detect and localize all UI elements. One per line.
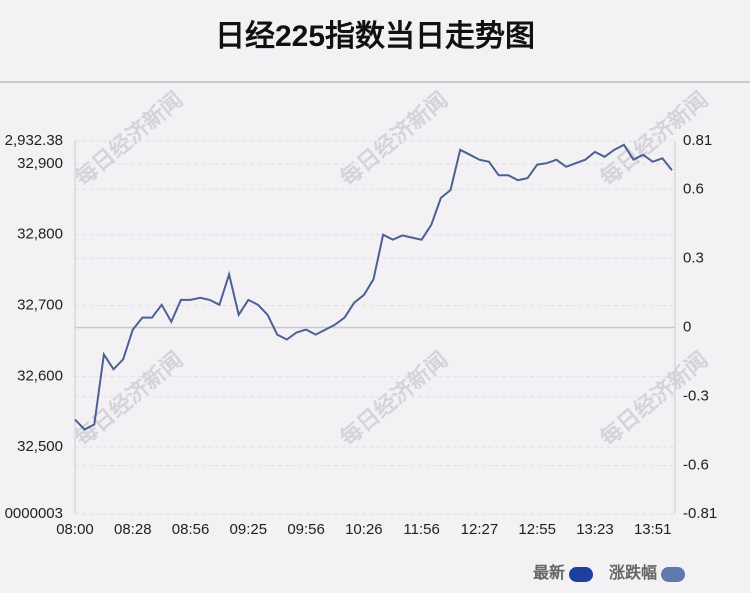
x-tick-label: 08:00 <box>56 521 94 538</box>
legend-swatch <box>569 567 594 582</box>
x-tick-label: 08:56 <box>172 521 210 538</box>
y-tick-label: 32,800 <box>17 226 63 243</box>
y2-tick-label: 0.6 <box>683 180 704 197</box>
x-tick-label: 12:55 <box>518 521 556 538</box>
watermark: 每日经济新闻 <box>70 87 187 191</box>
x-tick-label: 13:23 <box>576 521 614 538</box>
x-tick-label: 08:28 <box>114 521 152 538</box>
watermark: 每日经济新闻 <box>335 347 452 451</box>
y2-tick-label: 0.81 <box>683 132 712 149</box>
y2-tick-label: -0.3 <box>683 388 709 405</box>
y-tick-label: 32,700 <box>17 297 63 314</box>
watermark: 每日经济新闻 <box>335 87 452 191</box>
x-tick-label: 09:25 <box>230 521 268 538</box>
legend-swatch <box>661 567 686 582</box>
y-tick-label: 32,600 <box>17 367 63 384</box>
x-tick-label: 12:27 <box>461 521 499 538</box>
y2-tick-label: -0.81 <box>683 505 717 522</box>
y2-tick-label: -0.6 <box>683 457 709 474</box>
x-tick-label: 13:51 <box>634 521 672 538</box>
y-tick-label: 32,500 <box>17 438 63 455</box>
y-tick-label: 0000003 <box>5 505 63 522</box>
y2-tick-label: 0.3 <box>683 249 704 266</box>
legend-label: 最新 <box>533 563 565 582</box>
y2-tick-label: 0 <box>683 318 691 335</box>
legend-label: 涨跌幅 <box>609 563 657 582</box>
y-tick-label: 2,932.38 <box>5 132 63 149</box>
x-tick-label: 11:56 <box>403 521 439 538</box>
y-tick-label: 32,900 <box>17 155 63 172</box>
watermark: 每日经济新闻 <box>70 347 187 451</box>
chart-title: 日经225指数当日走势图 <box>215 19 535 53</box>
x-tick-label: 10:26 <box>345 521 383 538</box>
series-line <box>74 143 673 431</box>
x-tick-label: 09:56 <box>287 521 325 538</box>
